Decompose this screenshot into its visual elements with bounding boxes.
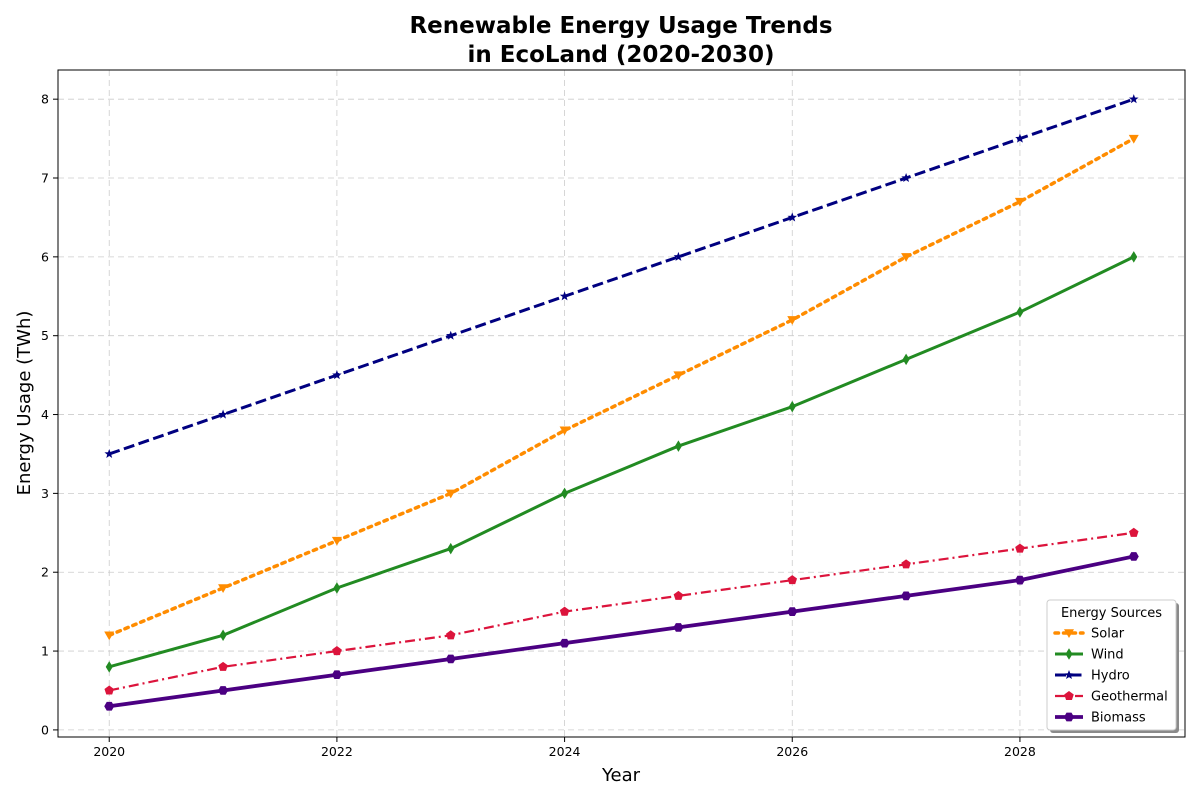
x-tick-label: 2020	[93, 744, 125, 759]
series-solar	[104, 134, 1139, 641]
legend-label-wind: Wind	[1091, 648, 1124, 663]
data-point-geothermal	[445, 630, 456, 640]
y-tick-label: 1	[41, 644, 49, 659]
y-axis-label: Energy Usage (TWh)	[14, 311, 35, 496]
data-point-solar	[218, 584, 229, 593]
data-point-wind	[333, 582, 341, 594]
chart-title-line-1: Renewable Energy Usage Trends	[409, 13, 832, 39]
data-point-wind	[902, 353, 910, 366]
x-tick-label: 2022	[321, 744, 353, 759]
data-point-solar	[104, 631, 115, 641]
data-point-hydro	[332, 370, 342, 380]
y-tick-label: 6	[41, 249, 49, 264]
data-point-hydro	[1015, 133, 1025, 143]
legend-marker-hydro	[1064, 670, 1074, 680]
data-point-hydro	[787, 212, 798, 222]
data-point-solar	[1014, 197, 1025, 207]
data-point-biomass	[673, 623, 684, 632]
data-point-geothermal	[1129, 527, 1139, 537]
legend: Energy Sources Solar Wind Hydro Geothermal Bi…	[1046, 599, 1179, 733]
chart-title-line-2: in EcoLand (2020-2030)	[467, 42, 774, 68]
data-point-wind	[561, 487, 569, 500]
data-point-wind	[447, 542, 455, 555]
ticks: 2020 2022 2024 2026 2028 0 1 2 3 4 5 6 7 8	[41, 92, 1036, 759]
data-point-hydro	[445, 330, 456, 340]
data-point-wind	[788, 400, 796, 413]
data-point-geothermal	[673, 590, 684, 600]
legend-marker-solar	[1064, 629, 1074, 638]
data-point-geothermal	[332, 646, 342, 656]
data-point-hydro	[673, 251, 684, 261]
series-line-biomass	[108, 554, 1135, 709]
series-line-solar	[107, 136, 1136, 638]
data-point-biomass	[445, 654, 456, 664]
series-line-geothermal	[109, 531, 1134, 692]
x-axis-label: Year	[601, 765, 641, 786]
data-point-solar	[673, 371, 684, 381]
series-hydro	[104, 94, 1139, 458]
data-point-hydro	[218, 409, 228, 419]
data-point-solar	[559, 426, 570, 436]
legend-label-hydro: Hydro	[1091, 669, 1130, 684]
data-point-biomass	[218, 686, 229, 695]
data-point-solar	[1128, 134, 1139, 144]
x-tick-label: 2028	[1004, 744, 1036, 759]
data-point-hydro	[901, 173, 911, 183]
y-tick-label: 0	[41, 722, 49, 737]
y-tick-label: 8	[41, 92, 49, 107]
series-geothermal	[104, 527, 1139, 695]
data-point-biomass	[901, 591, 912, 601]
data-point-biomass	[1014, 575, 1025, 585]
data-point-geothermal	[1015, 543, 1025, 553]
data-point-biomass	[1128, 552, 1139, 561]
legend-label-solar: Solar	[1091, 627, 1125, 642]
data-point-wind	[105, 661, 113, 673]
series-wind	[105, 251, 1138, 673]
data-point-wind	[674, 440, 682, 452]
data-point-geothermal	[218, 661, 228, 671]
data-point-geothermal	[901, 559, 911, 569]
legend-marker-biomass	[1064, 712, 1074, 722]
grid	[58, 70, 1185, 737]
data-point-solar	[331, 536, 342, 546]
y-tick-label: 4	[41, 407, 49, 422]
y-tick-label: 5	[41, 328, 49, 343]
data-point-solar	[787, 316, 798, 325]
x-tick-label: 2024	[549, 744, 581, 759]
y-tick-label: 2	[41, 565, 49, 580]
data-point-wind	[219, 629, 227, 642]
series-biomass	[104, 552, 1139, 711]
data-point-biomass	[104, 701, 115, 711]
data-point-geothermal	[104, 685, 114, 695]
data-point-geothermal	[559, 606, 570, 616]
legend-label-geothermal: Geothermal	[1091, 690, 1168, 705]
series-line-hydro	[108, 97, 1135, 456]
data-point-wind	[1016, 306, 1024, 318]
plot-frame	[57, 69, 1186, 738]
y-tick-label: 3	[41, 486, 49, 501]
data-point-hydro	[104, 448, 114, 458]
legend-marker-wind	[1065, 648, 1073, 660]
data-point-wind	[1130, 251, 1138, 263]
data-point-geothermal	[787, 575, 798, 585]
data-point-biomass	[331, 670, 342, 680]
data-point-biomass	[787, 607, 798, 616]
y-tick-label: 7	[41, 171, 49, 186]
legend-label-biomass: Biomass	[1091, 711, 1146, 726]
data-point-hydro	[1129, 94, 1139, 104]
data-point-hydro	[559, 291, 570, 301]
data-point-solar	[901, 253, 912, 262]
series-group	[104, 94, 1139, 711]
series-line-wind	[108, 255, 1135, 669]
data-point-biomass	[559, 638, 570, 648]
legend-marker-geothermal	[1064, 691, 1074, 701]
legend-title: Energy Sources	[1061, 606, 1162, 621]
data-point-solar	[445, 489, 456, 499]
x-tick-label: 2026	[776, 744, 808, 759]
